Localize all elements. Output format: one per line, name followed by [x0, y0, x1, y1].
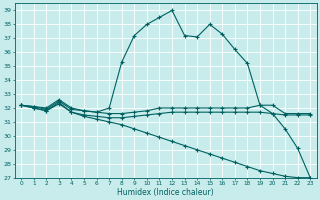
X-axis label: Humidex (Indice chaleur): Humidex (Indice chaleur): [117, 188, 214, 197]
